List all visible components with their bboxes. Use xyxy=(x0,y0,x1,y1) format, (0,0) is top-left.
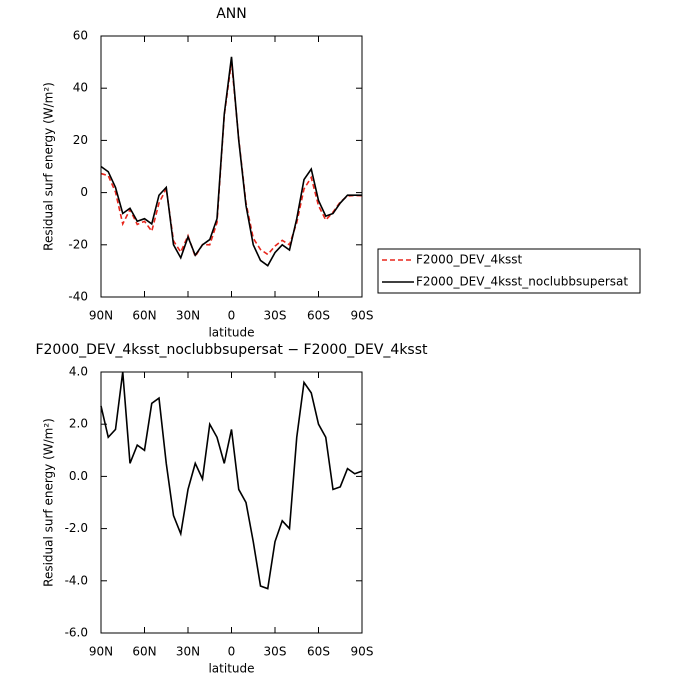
y-tick-label: -2.0 xyxy=(65,521,88,535)
data-line xyxy=(100,61,363,259)
chart-title: F2000_DEV_4ksst_noclubbsupersat − F2000_… xyxy=(35,342,428,358)
x-tick-label: 90N xyxy=(89,309,113,323)
x-tick-label: 30N xyxy=(176,309,200,323)
chart-title: ANN xyxy=(216,6,247,22)
legend-label: F2000_DEV_4ksst_noclubbsupersat xyxy=(416,275,628,289)
x-tick-label: 60S xyxy=(307,645,330,659)
plot-frame xyxy=(100,35,363,298)
x-tick-label: 30S xyxy=(264,309,287,323)
x-tick-label: 0 xyxy=(228,645,236,659)
y-tick-label: 40 xyxy=(73,81,88,95)
y-tick-label: -6.0 xyxy=(65,626,88,640)
x-axis-label: latitude xyxy=(208,326,254,340)
y-tick-label: -40 xyxy=(68,290,88,304)
y-axis-label: Residual surf energy (W/m²) xyxy=(42,418,56,587)
y-tick-label: -20 xyxy=(68,237,88,251)
y-tick-label: 4.0 xyxy=(69,365,88,379)
y-tick-label: -4.0 xyxy=(65,573,88,587)
x-tick-label: 90N xyxy=(89,645,113,659)
plot-frame xyxy=(100,371,363,634)
y-tick-label: 0 xyxy=(80,185,88,199)
x-tick-label: 0 xyxy=(228,309,236,323)
x-tick-label: 30S xyxy=(264,645,287,659)
x-tick-label: 60N xyxy=(132,309,156,323)
y-axis-label: Residual surf energy (W/m²) xyxy=(42,82,56,251)
legend-label: F2000_DEV_4ksst xyxy=(416,253,523,267)
data-line xyxy=(100,371,363,590)
y-tick-label: 2.0 xyxy=(69,417,88,431)
y-tick-label: 20 xyxy=(73,133,88,147)
y-tick-label: 0.0 xyxy=(69,469,88,483)
x-axis-label: latitude xyxy=(208,662,254,676)
x-tick-label: 90S xyxy=(351,309,374,323)
x-tick-label: 90S xyxy=(351,645,374,659)
x-tick-label: 30N xyxy=(176,645,200,659)
y-tick-label: 60 xyxy=(73,29,88,43)
legend-box xyxy=(377,248,641,294)
x-tick-label: 60S xyxy=(307,309,330,323)
data-line xyxy=(100,56,362,267)
x-tick-label: 60N xyxy=(132,645,156,659)
